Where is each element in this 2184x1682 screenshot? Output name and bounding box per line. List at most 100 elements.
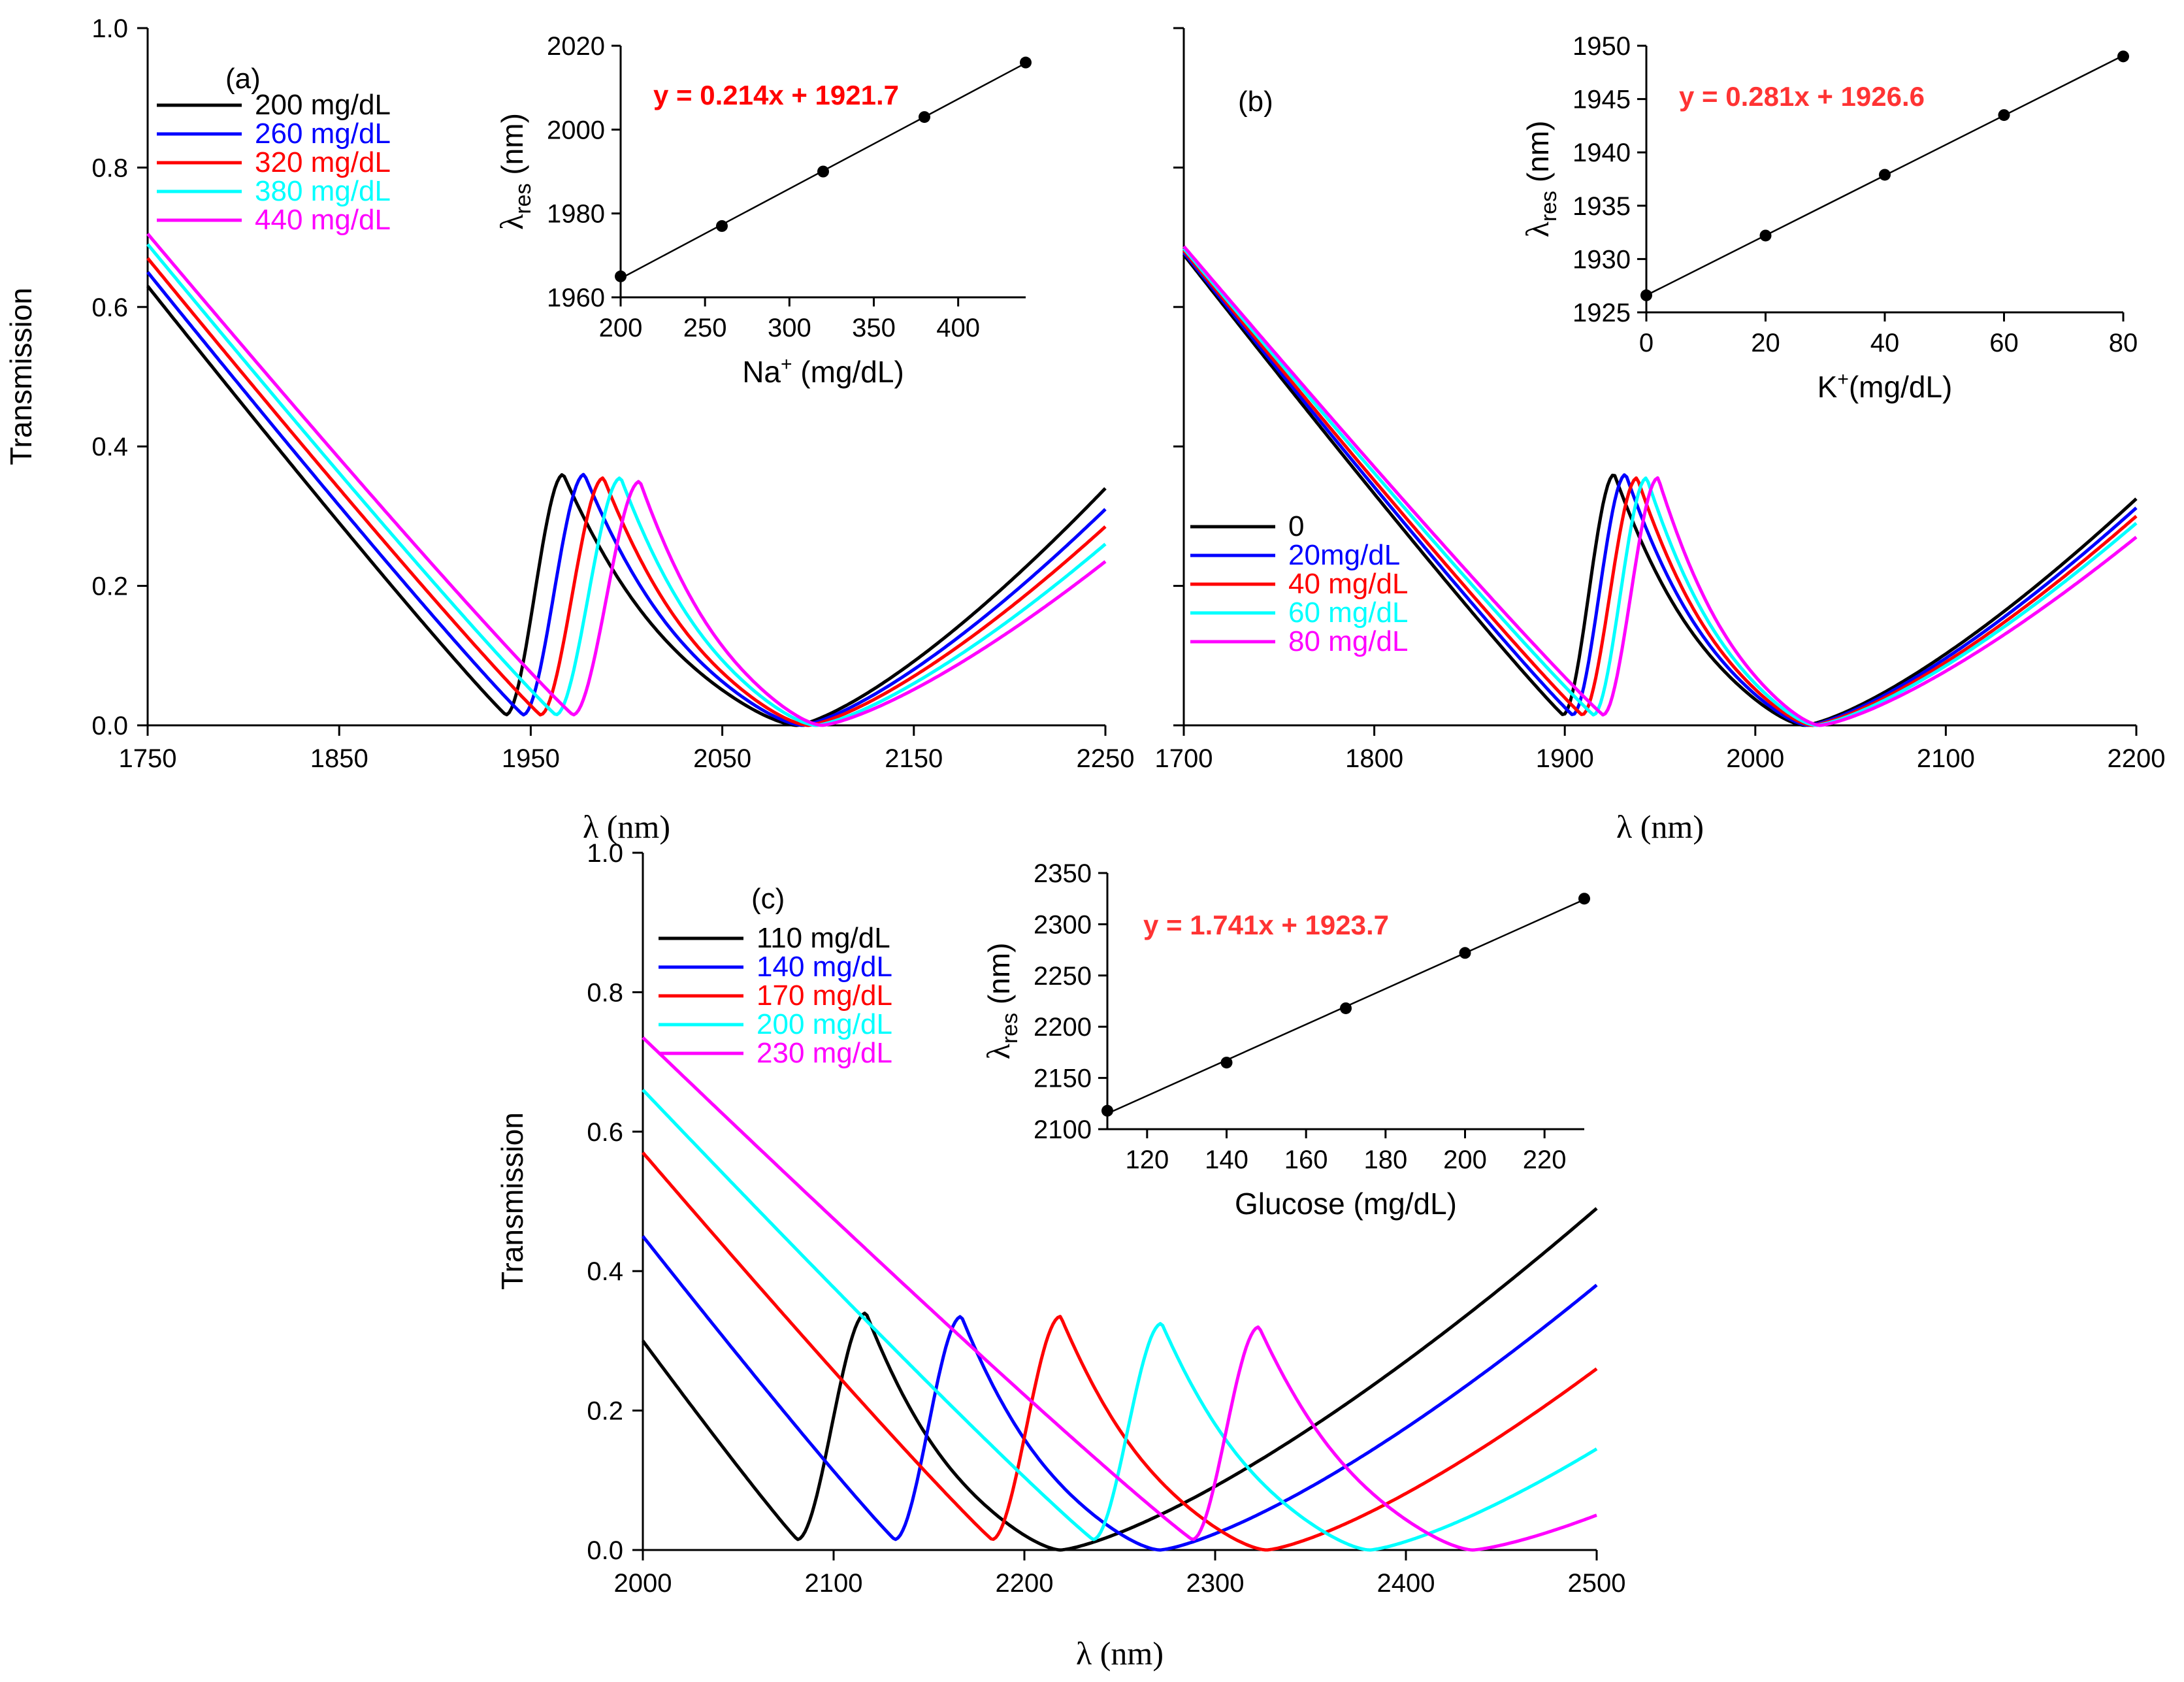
x-tick-label: 2200 [2108, 744, 2166, 773]
series-line-4 [146, 233, 1107, 727]
inset-x-label-sup: + [1837, 369, 1849, 390]
inset-y-label-sub: res [1537, 191, 1561, 222]
series-line-3 [146, 243, 1107, 727]
panel-label: (c) [751, 883, 785, 915]
inset-c: 120 140 160 180 200 220 2100 2150 2200 2250 2300 23… [980, 859, 1590, 1221]
series-line-4 [642, 1036, 1597, 1552]
inset-y-tick-label: 1925 [1573, 299, 1631, 327]
inset-x-axis-label: Glucose (mg/dL) [1235, 1187, 1457, 1221]
legend-label: 320 mg/dL [255, 146, 391, 178]
fit-equation: y = 0.214x + 1921.7 [653, 80, 899, 110]
series-line-0 [1182, 254, 2138, 727]
y-tick-label: 0.2 [91, 572, 128, 601]
inset-data-point [1101, 1104, 1113, 1117]
series-line-0 [641, 1207, 1598, 1552]
legend-label: 230 mg/dL [757, 1037, 892, 1069]
inset-y-axis-label: λres (nm) [980, 943, 1022, 1060]
inset-x-label-base: Na [742, 355, 781, 389]
y-tick-label: 0.4 [91, 433, 128, 461]
y-axis-label: Transmission [4, 288, 38, 465]
x-tick-label: 2050 [693, 744, 751, 773]
inset-x-tick-label: 400 [936, 314, 980, 342]
inset-y-label-base: λ [1519, 222, 1556, 237]
x-axis-label: λ (nm) [1076, 1635, 1164, 1672]
x-tick-label: 2300 [1186, 1569, 1245, 1598]
x-tick-label: 2400 [1377, 1569, 1435, 1598]
inset-y-label-rest: (nm) [982, 943, 1016, 1013]
inset-x-tick-label: 350 [852, 314, 896, 342]
legend-label: 200 mg/dL [757, 1008, 892, 1040]
inset-y-label-base: λ [493, 214, 530, 230]
legend-label: 40 mg/dL [1288, 568, 1408, 600]
x-axis-label: λ (nm) [1616, 808, 1704, 845]
inset-y-label-rest: (nm) [495, 113, 529, 183]
inset-y-label-sub: res [511, 183, 536, 214]
inset-data-point [1340, 1002, 1352, 1014]
inset-y-tick-label: 1940 [1573, 139, 1631, 167]
y-tick-label: 0.0 [587, 1536, 623, 1565]
inset-x-label-rest: (mg/dL) [792, 355, 904, 389]
inset-x-tick-label: 20 [1751, 329, 1780, 357]
inset-y-tick-label: 1945 [1573, 86, 1631, 114]
inset-y-tick-label: 2100 [1034, 1115, 1092, 1144]
inset-data-point [1220, 1057, 1233, 1069]
inset-y-tick-label: 1980 [547, 200, 605, 229]
x-tick-label: 1750 [119, 744, 177, 773]
inset-y-tick-label: 1935 [1573, 192, 1631, 221]
x-tick-label: 2000 [1726, 744, 1784, 773]
y-tick-label: 0.2 [587, 1397, 623, 1426]
inset-data-point [716, 220, 728, 232]
inset-x-tick-label: 140 [1205, 1146, 1248, 1174]
inset-x-tick-label: 300 [768, 314, 811, 342]
inset-data-point [615, 270, 627, 282]
y-tick-label: 0.6 [91, 293, 128, 322]
legend-label: 60 mg/dL [1288, 597, 1408, 629]
inset-y-tick-label: 2000 [547, 116, 605, 144]
x-tick-label: 2250 [1077, 744, 1135, 773]
legend-label: 200 mg/dL [255, 89, 391, 121]
inset-x-label-base: K [1817, 370, 1838, 404]
y-tick-label: 0.8 [91, 154, 128, 182]
inset-y-tick-label: 2020 [547, 32, 605, 61]
inset-x-tick-label: 60 [1989, 329, 2019, 357]
inset-y-tick-label: 2300 [1034, 910, 1092, 939]
inset-x-label-base: Glucose (mg/dL) [1235, 1187, 1457, 1221]
x-tick-label: 2500 [1568, 1569, 1626, 1598]
legend-label: 20mg/dL [1288, 539, 1400, 571]
inset-x-tick-label: 180 [1363, 1146, 1407, 1174]
inset-x-tick-label: 120 [1125, 1146, 1169, 1174]
series-line-2 [1182, 249, 2138, 727]
inset-y-tick-label: 1930 [1573, 245, 1631, 274]
legend-label: 80 mg/dL [1288, 625, 1408, 657]
x-tick-label: 1700 [1155, 744, 1213, 773]
y-tick-label: 1.0 [587, 839, 623, 868]
inset-x-tick-label: 250 [683, 314, 727, 342]
y-tick-label: 0.4 [587, 1257, 623, 1286]
legend-label: 140 mg/dL [757, 951, 892, 983]
x-tick-label: 2150 [885, 744, 943, 773]
x-tick-label: 1950 [502, 744, 560, 773]
inset-x-axis-label: Na+ (mg/dL) [742, 354, 904, 389]
series-line-1 [146, 271, 1107, 727]
x-tick-label: 2100 [1917, 744, 1975, 773]
fit-equation: y = 0.281x + 1926.6 [1679, 81, 1925, 112]
y-tick-label: 1.0 [91, 14, 128, 43]
inset-x-label-rest: (mg/dL) [1849, 370, 1952, 404]
inset-x-tick-label: 200 [1443, 1146, 1487, 1174]
legend-label: 440 mg/dL [255, 204, 391, 236]
inset-x-tick-label: 160 [1284, 1146, 1328, 1174]
inset-x-tick-label: 40 [1870, 329, 1900, 357]
inset-x-axis-label: K+(mg/dL) [1817, 369, 1953, 404]
series-line-2 [642, 1151, 1598, 1552]
x-tick-label: 1850 [310, 744, 368, 773]
inset-y-axis-label: λres (nm) [493, 113, 536, 230]
legend-label: 170 mg/dL [757, 980, 892, 1012]
series-line-1 [1182, 252, 2138, 727]
x-tick-label: 2200 [996, 1569, 1054, 1598]
x-tick-label: 2000 [614, 1569, 672, 1598]
inset-data-point [1020, 56, 1032, 69]
y-tick-label: 0.8 [587, 978, 623, 1007]
inset-x-tick-label: 0 [1639, 329, 1654, 357]
